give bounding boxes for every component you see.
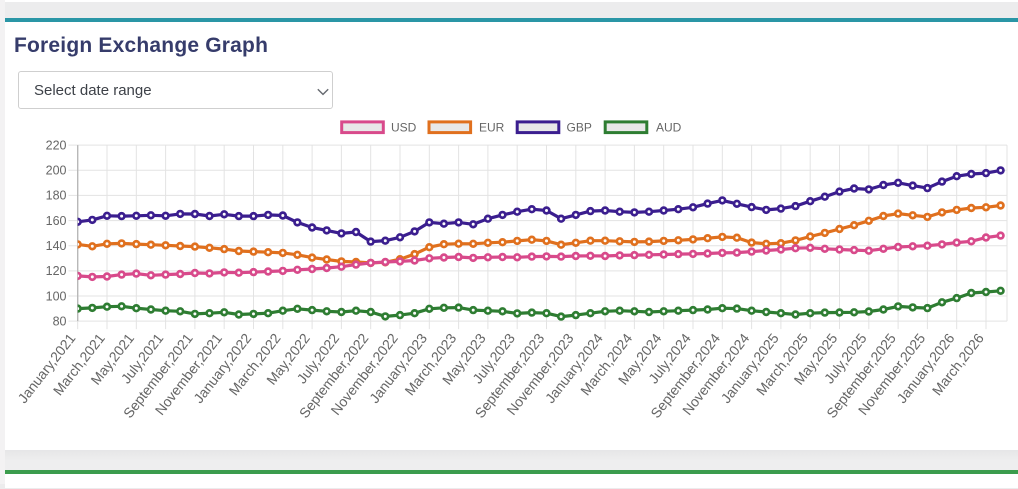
svg-text:160: 160 — [46, 214, 67, 228]
svg-text:AUD: AUD — [656, 121, 682, 135]
svg-text:80: 80 — [53, 314, 67, 328]
svg-text:140: 140 — [46, 239, 67, 253]
svg-text:100: 100 — [46, 289, 67, 303]
svg-text:120: 120 — [46, 264, 67, 278]
svg-text:GBP: GBP — [567, 121, 592, 135]
svg-text:EUR: EUR — [479, 121, 505, 135]
svg-text:200: 200 — [46, 164, 67, 178]
svg-text:220: 220 — [46, 138, 67, 152]
svg-text:180: 180 — [46, 189, 67, 203]
svg-text:USD: USD — [391, 121, 417, 135]
